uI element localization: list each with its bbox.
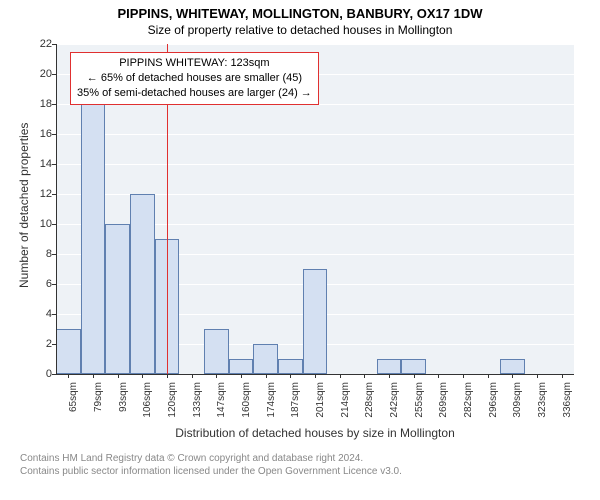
chart-title: PIPPINS, WHITEWAY, MOLLINGTON, BANBURY, … bbox=[0, 0, 600, 21]
annotation-line-3: 35% of semi-detached houses are larger (… bbox=[77, 86, 312, 101]
histogram-bar bbox=[377, 359, 402, 374]
x-tick-label: 93sqm bbox=[118, 382, 129, 422]
x-tick-label: 228sqm bbox=[364, 382, 375, 422]
histogram-bar bbox=[105, 224, 130, 374]
chart-container: PIPPINS, WHITEWAY, MOLLINGTON, BANBURY, … bbox=[0, 0, 600, 500]
y-tick-label: 14 bbox=[40, 158, 52, 170]
histogram-bar bbox=[81, 104, 106, 374]
x-axis-line bbox=[56, 374, 574, 375]
x-tick-label: 323sqm bbox=[537, 382, 548, 422]
histogram-bar bbox=[253, 344, 278, 374]
x-tick-label: 79sqm bbox=[93, 382, 104, 422]
histogram-bar bbox=[401, 359, 426, 374]
annotation-box: PIPPINS WHITEWAY: 123sqm← 65% of detache… bbox=[70, 52, 319, 105]
y-tick-label: 16 bbox=[40, 128, 52, 140]
x-tick-label: 65sqm bbox=[68, 382, 79, 422]
x-tick-label: 120sqm bbox=[167, 382, 178, 422]
x-axis-label: Distribution of detached houses by size … bbox=[56, 426, 574, 440]
x-tick-label: 296sqm bbox=[488, 382, 499, 422]
histogram-bar bbox=[56, 329, 81, 374]
histogram-bar bbox=[130, 194, 155, 374]
chart-subtitle: Size of property relative to detached ho… bbox=[0, 23, 600, 37]
y-tick-label: 20 bbox=[40, 68, 52, 80]
x-tick-label: 214sqm bbox=[340, 382, 351, 422]
x-tick-label: 242sqm bbox=[389, 382, 400, 422]
footer-line-2: Contains public sector information licen… bbox=[20, 465, 402, 478]
y-axis-label: Number of detached properties bbox=[17, 128, 31, 288]
annotation-line-1: PIPPINS WHITEWAY: 123sqm bbox=[77, 56, 312, 71]
x-tick-label: 187sqm bbox=[290, 382, 301, 422]
x-tick-label: 309sqm bbox=[512, 382, 523, 422]
x-tick-label: 336sqm bbox=[562, 382, 573, 422]
x-tick-label: 201sqm bbox=[315, 382, 326, 422]
x-tick-label: 106sqm bbox=[142, 382, 153, 422]
footer-line-1: Contains HM Land Registry data © Crown c… bbox=[20, 452, 402, 465]
y-tick-label: 12 bbox=[40, 188, 52, 200]
footer-text: Contains HM Land Registry data © Crown c… bbox=[20, 452, 402, 478]
x-tick-label: 255sqm bbox=[414, 382, 425, 422]
y-tick-label: 22 bbox=[40, 38, 52, 50]
x-tick-label: 147sqm bbox=[216, 382, 227, 422]
x-tick-label: 269sqm bbox=[438, 382, 449, 422]
y-axis-line bbox=[56, 44, 57, 374]
histogram-bar bbox=[303, 269, 328, 374]
annotation-line-2: ← 65% of detached houses are smaller (45… bbox=[77, 71, 312, 86]
gridline bbox=[56, 134, 574, 135]
histogram-bar bbox=[204, 329, 229, 374]
x-tick-label: 174sqm bbox=[266, 382, 277, 422]
x-tick-label: 282sqm bbox=[463, 382, 474, 422]
y-tick-label: 18 bbox=[40, 98, 52, 110]
gridline bbox=[56, 44, 574, 45]
histogram-bar bbox=[500, 359, 525, 374]
histogram-bar bbox=[278, 359, 303, 374]
y-tick-label: 10 bbox=[40, 218, 52, 230]
x-tick-label: 133sqm bbox=[192, 382, 203, 422]
histogram-bar bbox=[229, 359, 254, 374]
gridline bbox=[56, 164, 574, 165]
x-tick-label: 160sqm bbox=[241, 382, 252, 422]
